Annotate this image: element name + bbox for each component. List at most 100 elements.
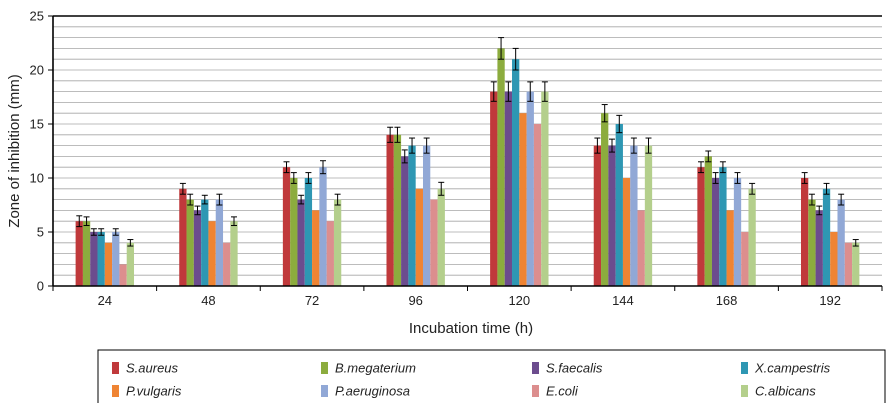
bar <box>519 113 527 286</box>
bar <box>179 188 187 286</box>
error-bars <box>76 37 859 247</box>
bar <box>733 178 742 286</box>
bar <box>304 178 313 286</box>
bar <box>415 188 423 286</box>
bar <box>408 145 416 286</box>
bar <box>808 199 816 286</box>
legend-swatch <box>532 385 539 397</box>
bar <box>844 242 853 286</box>
bar <box>601 113 609 286</box>
bar <box>852 242 860 286</box>
bar <box>319 167 327 286</box>
bar <box>90 232 98 286</box>
legend-label: X.campestris <box>754 361 831 376</box>
bar <box>512 59 520 287</box>
bar <box>830 232 838 286</box>
bar <box>290 178 298 286</box>
legend-swatch <box>532 362 539 374</box>
y-tick-label: 10 <box>30 171 44 186</box>
bar <box>637 210 645 286</box>
x-tick-label: 168 <box>716 293 738 308</box>
bar <box>533 124 542 286</box>
bar <box>726 210 734 286</box>
bar <box>186 199 194 286</box>
bar <box>215 199 224 286</box>
bar <box>97 232 105 286</box>
x-tick-label: 48 <box>201 293 215 308</box>
bar <box>75 221 83 286</box>
x-tick-label: 144 <box>612 293 634 308</box>
bar <box>748 188 756 286</box>
legend-label: B.megaterium <box>335 361 416 376</box>
bar <box>719 167 727 286</box>
bar <box>126 242 135 286</box>
bars <box>75 48 860 287</box>
bar <box>630 145 638 286</box>
bar <box>430 199 438 286</box>
x-tick-label: 192 <box>819 293 841 308</box>
legend-swatch <box>112 385 119 397</box>
bar <box>193 210 202 286</box>
legend-swatch <box>741 362 748 374</box>
legend-label: P.aeruginosa <box>335 384 410 399</box>
legend-label: E.coli <box>546 384 579 399</box>
y-tick-label: 0 <box>37 279 44 294</box>
bar <box>223 242 231 286</box>
bar <box>704 156 712 286</box>
legend-swatch <box>321 385 328 397</box>
bar <box>615 124 623 286</box>
legend-swatch <box>741 385 748 397</box>
y-tick-label: 25 <box>30 9 44 24</box>
bar <box>104 242 113 286</box>
x-tick-label: 72 <box>305 293 319 308</box>
legend-label: C.albicans <box>755 384 816 399</box>
bar <box>393 134 402 286</box>
bar <box>401 156 409 286</box>
x-tick-label: 120 <box>508 293 530 308</box>
bar <box>497 48 505 287</box>
legend: S.aureus B.megaterium S.faecalis X.campestr… <box>97 349 886 403</box>
y-tick-label: 5 <box>37 225 44 240</box>
bar <box>711 178 720 286</box>
bar <box>644 145 653 286</box>
bar <box>201 199 209 286</box>
bar <box>333 199 342 286</box>
bar <box>312 210 320 286</box>
bar <box>437 188 445 286</box>
legend-label: S.aureus <box>126 361 179 376</box>
bar <box>82 221 91 286</box>
y-tick-label: 15 <box>30 117 44 132</box>
bar <box>822 188 831 286</box>
gridlines <box>53 15 882 276</box>
bar <box>541 91 549 286</box>
legend-label: P.vulgaris <box>126 384 182 399</box>
y-axis-title: Zone of inhibition (mm) <box>6 74 23 227</box>
x-axis-title: Incubation time (h) <box>409 320 533 337</box>
bar <box>119 264 127 286</box>
bar <box>697 167 705 286</box>
bar <box>490 91 498 286</box>
bar <box>282 167 291 286</box>
bar <box>622 178 631 286</box>
bar <box>230 221 238 286</box>
legend-label: S.faecalis <box>546 361 603 376</box>
bar <box>800 178 809 286</box>
legend-swatch <box>321 362 328 374</box>
bar <box>741 232 749 286</box>
bar <box>504 91 513 286</box>
legend-box <box>97 349 886 403</box>
axes: 24 48 72 96 120 144 168 192 0 5 10 15 20 25 <box>30 9 883 308</box>
legend-swatch <box>112 362 119 374</box>
bar <box>208 221 216 286</box>
bar <box>326 221 334 286</box>
bar <box>608 145 616 286</box>
bar <box>112 232 120 286</box>
bar <box>297 199 305 286</box>
bar <box>422 145 431 286</box>
bar <box>386 134 394 286</box>
bar <box>593 145 602 286</box>
y-tick-label: 20 <box>30 63 44 78</box>
x-tick-label: 24 <box>98 293 112 308</box>
bar <box>815 210 823 286</box>
